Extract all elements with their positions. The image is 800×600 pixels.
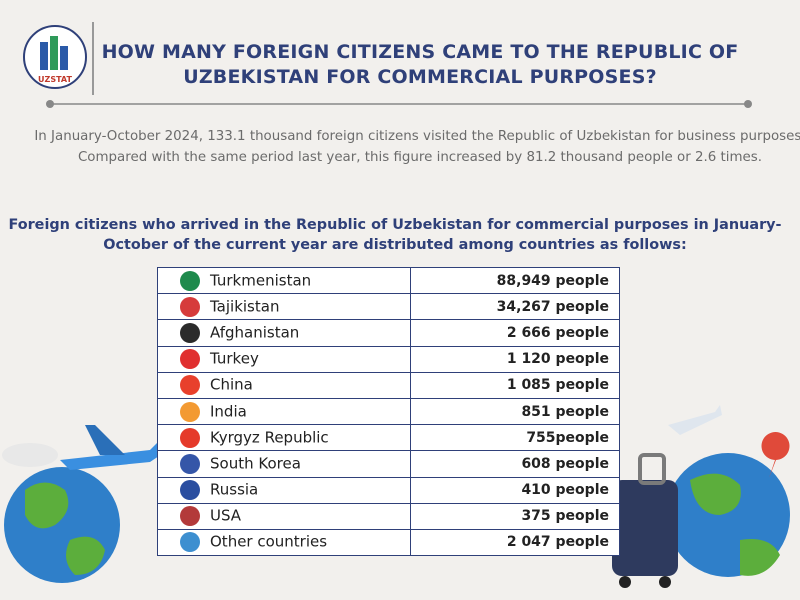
pin [761,432,790,478]
country-name: Tajikistan [210,297,280,316]
divider-dot [46,100,54,108]
table-row: Turkmenistan 88,949 people [157,266,620,295]
table-row: Turkey 1 120 people [157,345,620,373]
table-row: Russia 410 people [157,476,620,504]
value-cell: 851 people [410,397,620,426]
table-row: Tajikistan 34,267 people [157,293,620,321]
table-row: Afghanistan 2 666 people [157,319,620,347]
flag [180,401,200,422]
subtitle: Foreign citizens who arrived in the Repu… [8,217,782,253]
table-row: China 1 085 people [157,371,620,399]
country-cell: India [157,397,411,426]
title: HOW MANY FOREIGN CITIZENS CAME TO THE RE… [101,41,739,88]
country-name: USA [210,506,242,525]
country-name: Turkey [210,349,259,368]
logo-bar [40,42,48,70]
country-cell: Turkey [157,345,411,373]
value-cell: 88,949 people [410,266,620,295]
value-cell: 2 047 people [410,528,620,557]
suitcase-handle [638,453,666,485]
flag [180,427,200,448]
country-cell: USA [157,502,411,530]
flag [180,349,200,370]
airplane-wing [85,425,125,455]
wheel [619,576,631,588]
value-cell: 755people [410,424,620,452]
flag [180,322,200,343]
table-row: Kyrgyz Republic 755people [157,424,620,452]
logo-bar [60,46,68,70]
value-cell: 410 people [410,476,620,504]
country-name: South Korea [210,454,301,473]
globe [4,467,120,583]
flag [180,375,200,396]
value-cell: 34,267 people [410,293,620,321]
table-row: India 851 people [157,397,620,426]
wheel [659,576,671,588]
cloud [2,443,58,467]
value-cell: 2 666 people [410,319,620,347]
airplane [668,405,722,435]
land [25,482,105,575]
value-cell: 375 people [410,502,620,530]
flag [180,506,200,527]
logo-text: UZSTAT [38,75,72,84]
flag [180,270,200,291]
land [690,473,780,576]
value-cell: 608 people [410,450,620,478]
flag [180,532,200,553]
table-row: South Korea 608 people [157,450,620,478]
value-cell: 1 120 people [410,345,620,373]
divider-dot [744,100,752,108]
country-cell: Russia [157,476,411,504]
suitcase [612,480,678,576]
country-name: Afghanistan [210,323,300,342]
table-row: Other countries 2 047 people [157,528,620,557]
flag [180,296,200,317]
intro-text: In January-October 2024, 133.1 thousand … [34,129,800,165]
country-cell: South Korea [157,450,411,478]
country-name: China [210,375,253,394]
country-name: Kyrgyz Republic [210,428,329,447]
country-table: Turkmenistan 88,949 people Tajikistan 34,26… [157,266,620,557]
table-row: USA 375 people [157,502,620,530]
value-cell: 1 085 people [410,371,620,399]
country-name: Turkmenistan [210,271,312,290]
logo-bar [50,36,58,70]
country-cell: Kyrgyz Republic [157,424,411,452]
country-name: Other countries [210,532,328,551]
country-name: Russia [210,480,259,499]
country-cell: Turkmenistan [157,266,411,295]
flag [180,453,200,474]
country-cell: Other countries [157,528,411,557]
country-cell: Afghanistan [157,319,411,347]
country-cell: China [157,371,411,399]
country-name: India [210,402,247,421]
flag [180,480,200,501]
country-cell: Tajikistan [157,293,411,321]
